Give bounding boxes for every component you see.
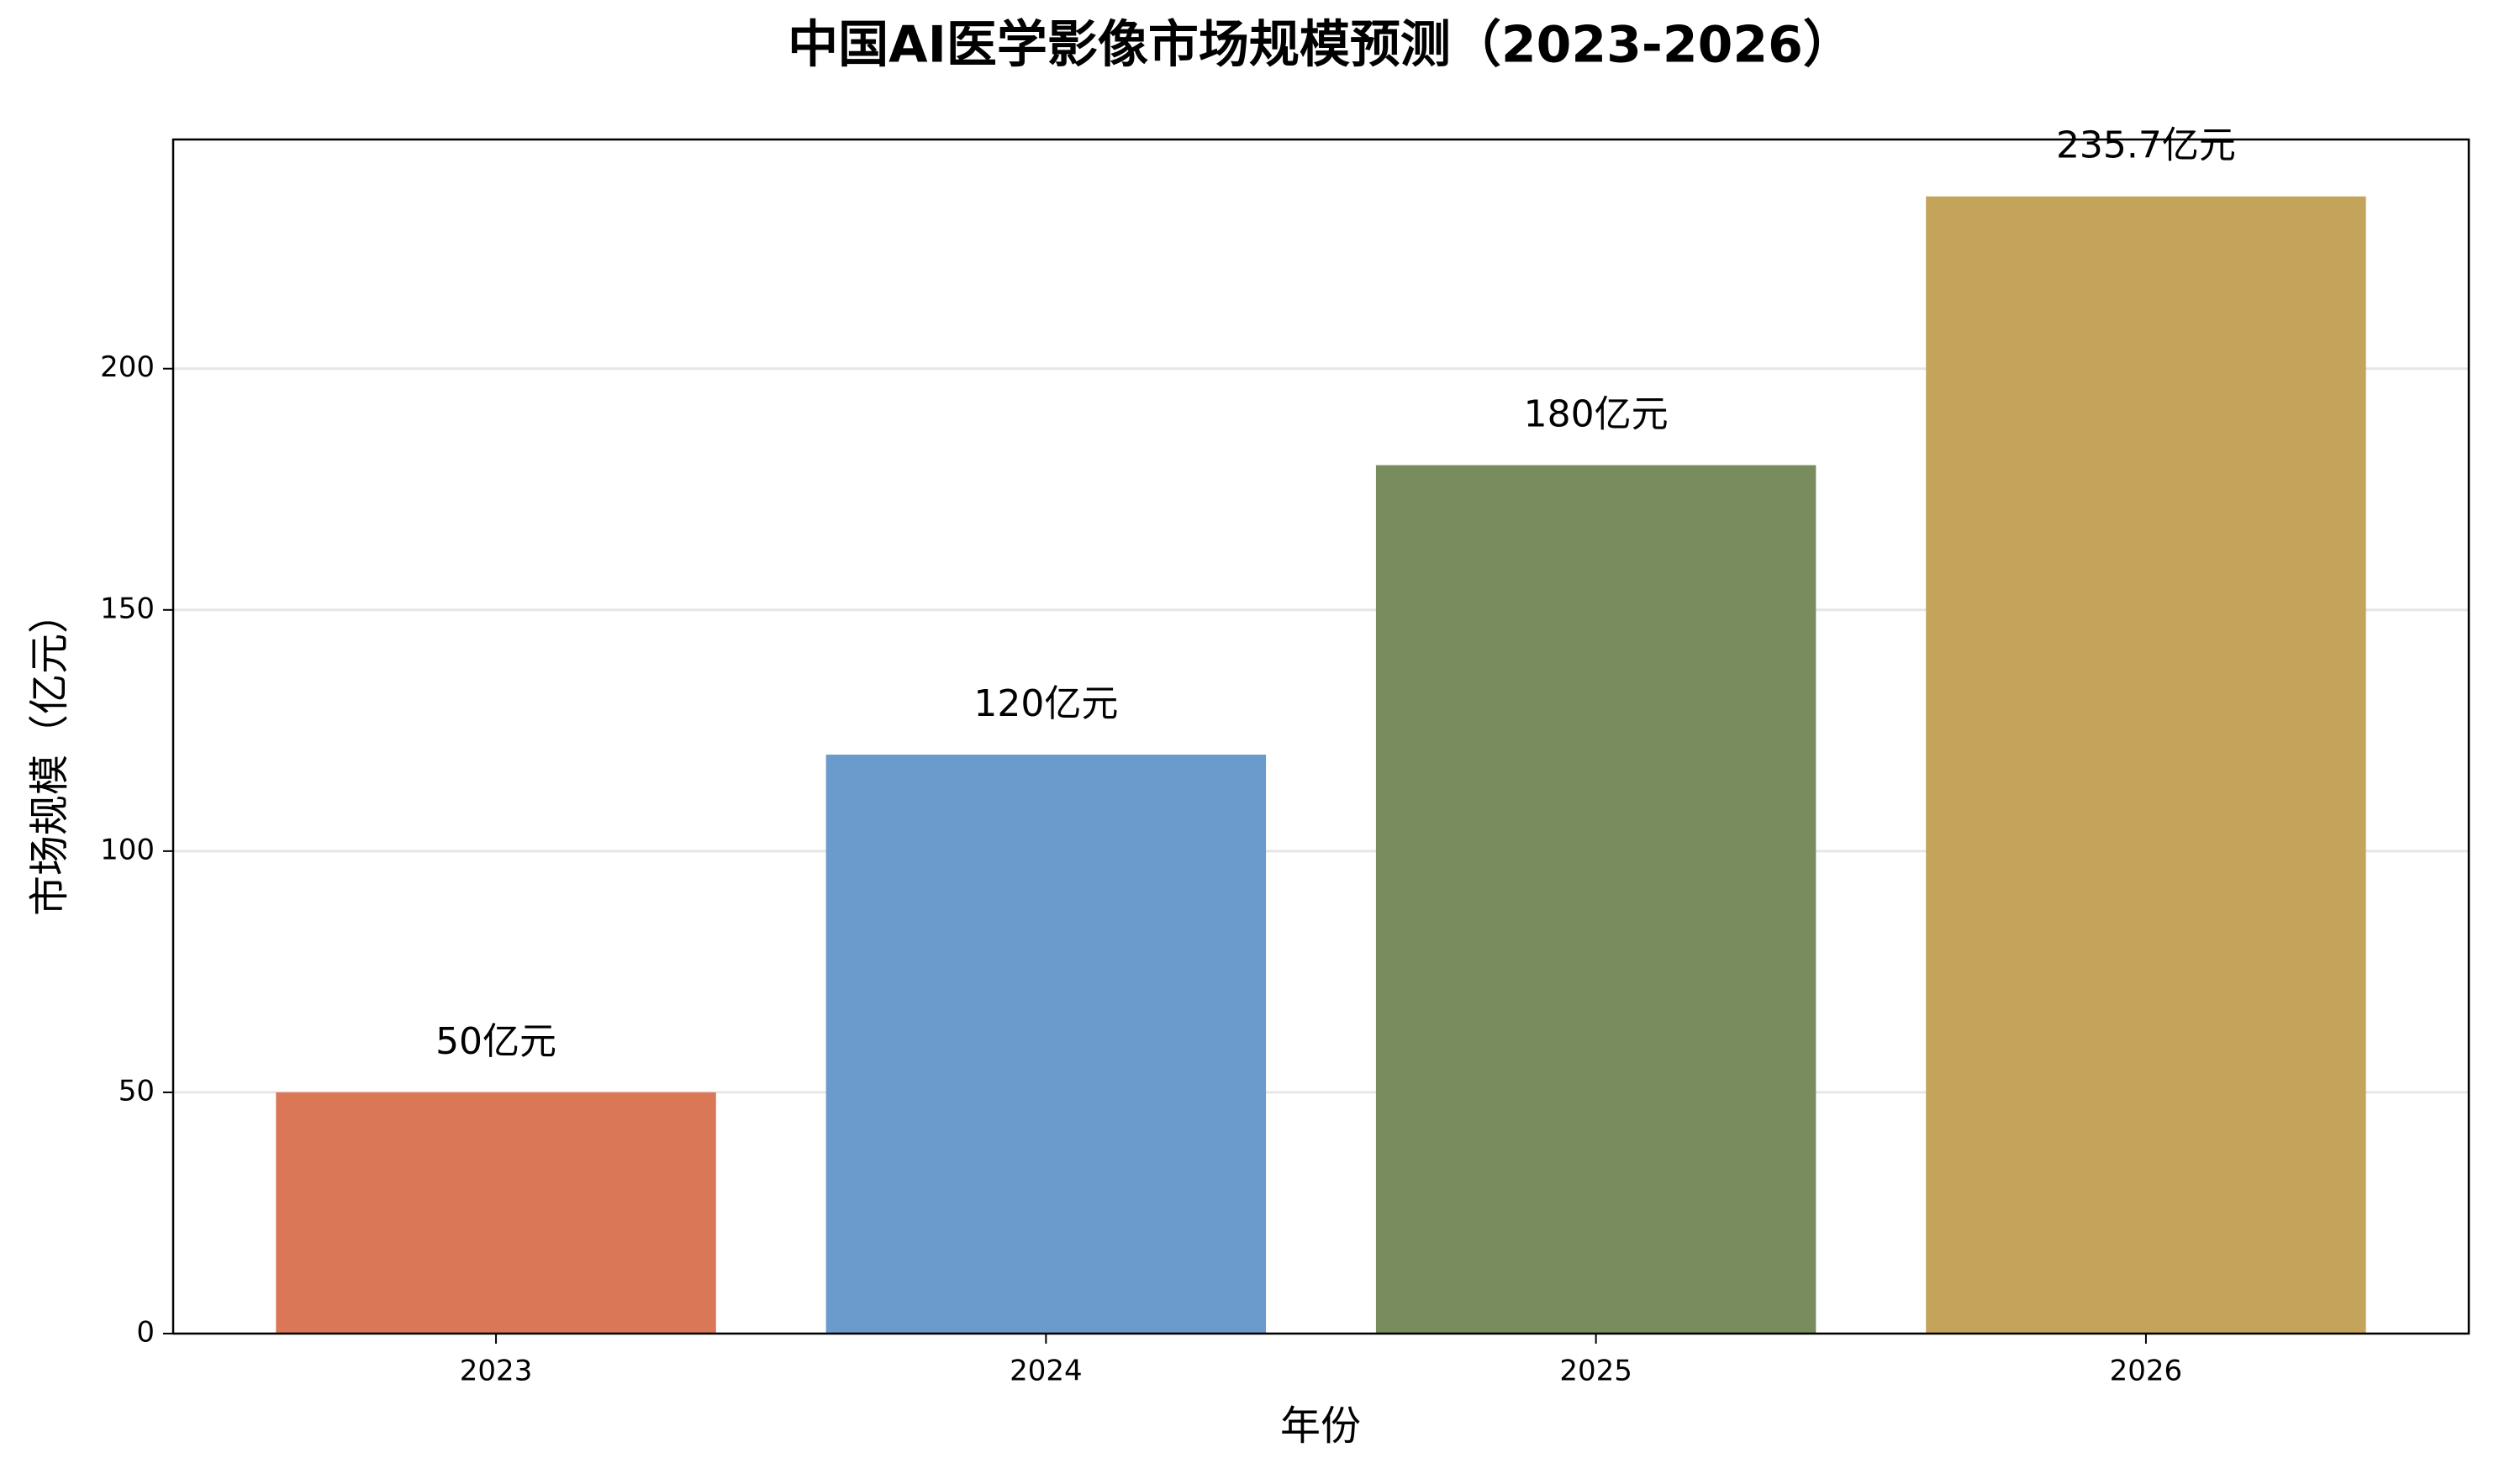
value-label: 235.7亿元 <box>2056 124 2236 167</box>
x-axis-label: 年份 <box>1280 1402 1361 1450</box>
y-tick-label: 200 <box>100 350 155 384</box>
x-tick-label: 2024 <box>1010 1355 1083 1388</box>
value-label: 180亿元 <box>1524 393 1669 436</box>
y-tick-label: 100 <box>100 833 155 866</box>
plot-frame <box>171 138 2470 1335</box>
value-label: 50亿元 <box>435 1020 556 1063</box>
x-tick-label: 2023 <box>460 1355 533 1388</box>
x-tick-label: 2025 <box>1559 1355 1632 1388</box>
x-tick-label: 2026 <box>2110 1355 2183 1388</box>
value-label: 120亿元 <box>973 682 1118 725</box>
y-axis-label: 市场规模（亿元） <box>26 593 73 916</box>
bar <box>276 1092 716 1334</box>
y-tick-label: 150 <box>100 592 155 625</box>
bar <box>1375 465 1816 1334</box>
y-tick-label: 50 <box>119 1074 155 1108</box>
y-tick-label: 0 <box>136 1316 155 1350</box>
bar <box>825 755 1267 1334</box>
bar <box>1926 196 2366 1334</box>
chart-title: 中国AI医学影像市场规模预测（2023-2026） <box>788 16 1853 75</box>
